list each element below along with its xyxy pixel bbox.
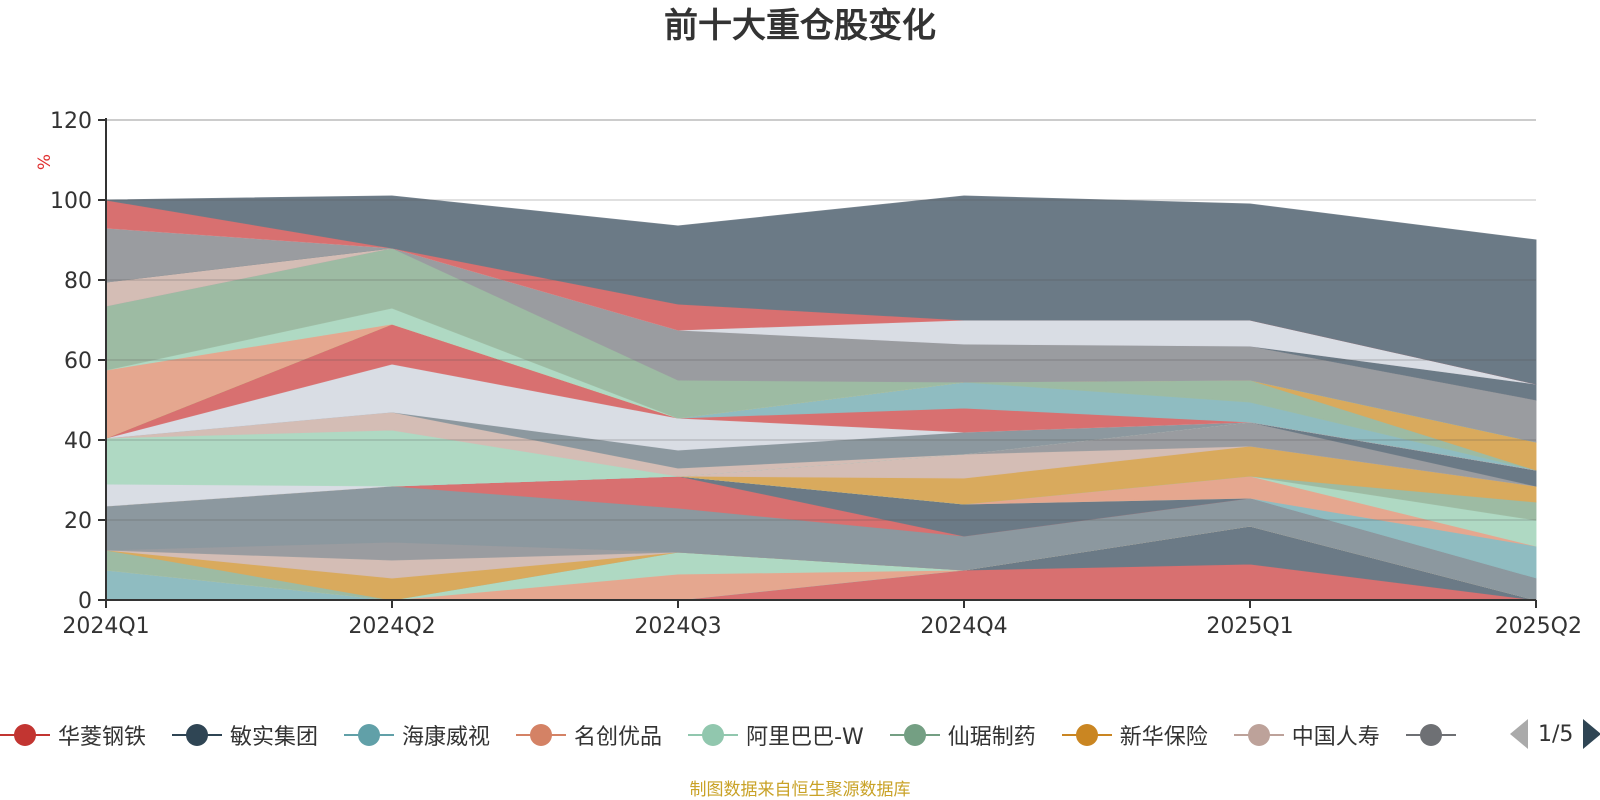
y-axis-label: % [35,154,55,170]
legend-marker-icon [344,722,395,748]
legend-marker-icon [172,722,223,748]
legend-label: 中国人寿 [1291,725,1380,750]
legend-marker-icon [0,722,50,748]
legend-marker-icon [688,722,739,748]
y-tick-label: 0 [78,589,92,614]
y-tick-label: 80 [64,269,92,294]
legend-marker-icon [1233,722,1284,748]
legend-item[interactable]: 华菱钢铁 [0,719,146,751]
chart-title: 前十大重仓股变化 [664,6,936,46]
legend-item[interactable]: 海康威视 [344,719,490,751]
legend-prev-arrow-icon[interactable] [1510,719,1528,749]
legend-pager: 1/5 [1500,716,1600,752]
y-tick-label: 60 [64,349,92,374]
legend-marker-icon [1061,722,1112,748]
legend-marker-icon [1405,722,1456,748]
legend-next-arrow-icon[interactable] [1583,719,1600,749]
legend-marker-icon [516,722,567,748]
area-band-38 [105,195,1537,385]
x-tick-label: 2024Q2 [348,614,435,639]
legend-label: 名创优品 [574,725,663,750]
x-tick-label: 2025Q1 [1206,614,1293,639]
legend-item[interactable]: 敏实集团 [172,719,318,751]
x-tick-label: 2024Q1 [62,614,149,639]
legend-item[interactable]: 中国人寿 [1233,719,1380,751]
source-note: 制图数据来自恒生聚源数据库 [689,780,911,800]
legend-marker-icon [889,722,940,748]
legend-label: 敏实集团 [230,725,319,750]
x-tick-label: 2025Q2 [1495,614,1582,639]
x-tick-label: 2024Q4 [920,614,1007,639]
legend-label: 华菱钢铁 [58,725,147,750]
y-tick-label: 20 [64,509,92,534]
legend-item[interactable] [1405,722,1464,748]
legend-item[interactable]: 仙琚制药 [889,719,1036,751]
legend-page-indicator: 1/5 [1538,721,1574,747]
legend-item[interactable]: 名创优品 [516,719,662,751]
y-tick-label: 120 [50,109,92,134]
y-tick-label: 100 [50,189,92,214]
legend-label: 新华保险 [1119,725,1208,750]
y-tick-label: 40 [64,429,92,454]
legend-item[interactable]: 新华保险 [1061,719,1208,751]
legend-item[interactable]: 阿里巴巴-W [688,719,864,751]
x-tick-label: 2024Q3 [634,614,721,639]
legend-label: 阿里巴巴-W [746,725,864,750]
legend-label: 海康威视 [402,725,491,750]
legend-label: 仙琚制药 [947,725,1036,750]
legend: 华菱钢铁 敏实集团 海康威视 名创优品 阿里巴巴-W 仙琚制药 新华保险 中国人寿 [0,718,1600,752]
